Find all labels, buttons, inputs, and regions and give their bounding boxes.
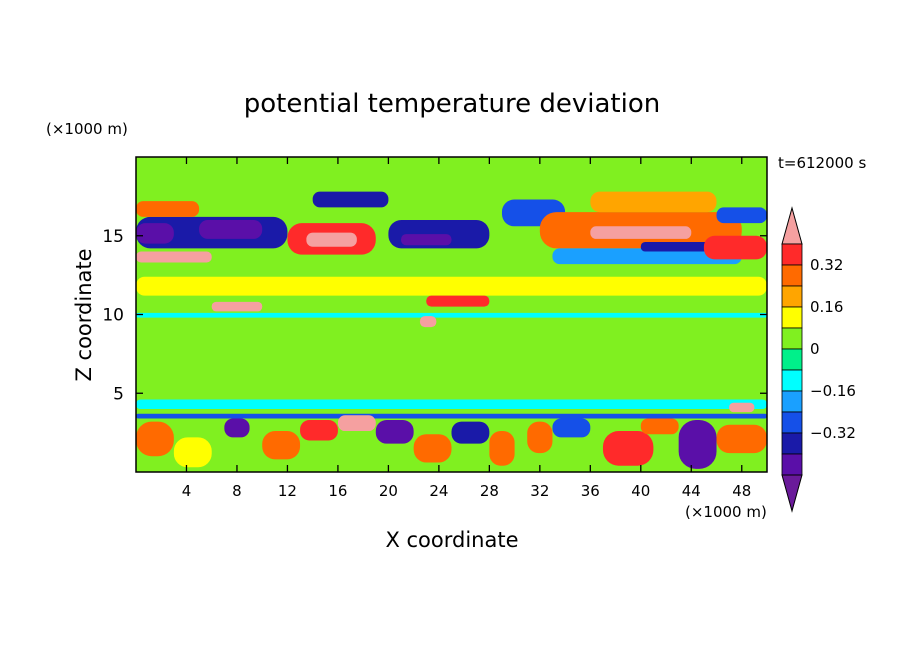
contour-region bbox=[161, 157, 364, 205]
contour-region bbox=[262, 431, 301, 460]
colorbar-label: 0.16 bbox=[810, 298, 843, 316]
contour-region bbox=[199, 220, 263, 239]
colorbar-segment bbox=[781, 327, 803, 350]
x-tick-label: 36 bbox=[581, 482, 600, 500]
contour-region bbox=[489, 431, 515, 466]
contour-region bbox=[136, 413, 767, 419]
contour-region bbox=[337, 415, 376, 432]
colorbar-segment bbox=[781, 432, 803, 455]
contour-region bbox=[464, 157, 767, 197]
y-tick-label: 15 bbox=[102, 227, 124, 247]
x-tick-label: 16 bbox=[328, 482, 347, 500]
x-tick-label: 20 bbox=[379, 482, 398, 500]
contour-region bbox=[716, 424, 767, 454]
x-tick-label: 8 bbox=[232, 482, 242, 500]
contour-region bbox=[527, 421, 553, 454]
contour-region bbox=[729, 402, 755, 413]
contour-region bbox=[426, 295, 490, 307]
contour-region bbox=[224, 418, 250, 438]
contour-region bbox=[136, 312, 767, 318]
colorbar-label: −0.32 bbox=[810, 424, 856, 442]
colorbar-segment bbox=[781, 306, 803, 329]
contour-region bbox=[136, 223, 174, 244]
contour-region bbox=[590, 226, 692, 239]
colorbar-segment bbox=[781, 390, 803, 413]
colorbar-top-triangle bbox=[781, 206, 803, 245]
contour-region bbox=[413, 434, 452, 463]
x-axis: 4 8 12 16 20 24 28 32 36 40 44 48 bbox=[182, 157, 751, 500]
y-tick-label: 10 bbox=[102, 306, 124, 326]
x-tick-label: 4 bbox=[182, 482, 192, 500]
colorbar-bottom-triangle bbox=[781, 474, 803, 513]
colorbar-label: −0.16 bbox=[810, 382, 856, 400]
contour-region bbox=[552, 248, 742, 265]
contour-region bbox=[401, 234, 452, 246]
colorbar-segment bbox=[781, 453, 803, 476]
x-tick-label: 28 bbox=[480, 482, 499, 500]
x-unit-label: (×1000 m) bbox=[685, 503, 767, 521]
contour-region bbox=[716, 207, 767, 224]
y-unit-label: (×1000 m) bbox=[46, 120, 128, 138]
contour-region bbox=[602, 431, 654, 466]
y-tick-label: 5 bbox=[113, 384, 124, 404]
colorbar-segment bbox=[781, 264, 803, 287]
colorbar-segment bbox=[781, 285, 803, 308]
contour-region bbox=[136, 251, 212, 263]
contour-region bbox=[640, 242, 717, 252]
y-axis: 5 10 15 bbox=[102, 227, 767, 404]
contour-region bbox=[306, 232, 357, 247]
x-tick-label: 24 bbox=[429, 482, 448, 500]
colorbar-label: 0.32 bbox=[810, 256, 843, 274]
contour-region bbox=[136, 276, 767, 296]
contour-region bbox=[678, 420, 717, 469]
contour-region bbox=[375, 420, 414, 444]
contour-region bbox=[312, 191, 389, 208]
y-axis-label: Z coordinate bbox=[72, 248, 96, 381]
contour-region bbox=[173, 437, 212, 468]
x-tick-label: 44 bbox=[682, 482, 701, 500]
time-label: t=612000 s bbox=[778, 154, 866, 172]
colorbar-label: 0 bbox=[810, 340, 820, 358]
contour-region bbox=[590, 191, 717, 213]
colorbar: 0.32 0.16 0 −0.16 −0.32 bbox=[781, 206, 856, 513]
contour-region bbox=[136, 421, 174, 457]
contour-region bbox=[552, 418, 591, 438]
colorbar-segment bbox=[781, 243, 803, 266]
contour-region bbox=[703, 235, 767, 260]
contour-region bbox=[136, 399, 767, 409]
contour-region bbox=[419, 316, 437, 328]
contour-region bbox=[300, 420, 338, 441]
contour-region bbox=[136, 201, 200, 217]
contour-region bbox=[451, 421, 490, 444]
contour-region bbox=[211, 301, 263, 312]
x-tick-label: 12 bbox=[278, 482, 297, 500]
colorbar-segment bbox=[781, 369, 803, 392]
contour-region bbox=[640, 418, 679, 435]
colorbar-segment bbox=[781, 348, 803, 371]
x-tick-label: 48 bbox=[732, 482, 751, 500]
x-tick-label: 40 bbox=[631, 482, 650, 500]
x-tick-label: 32 bbox=[530, 482, 549, 500]
plot-area bbox=[136, 157, 767, 472]
colorbar-segment bbox=[781, 411, 803, 434]
x-axis-label: X coordinate bbox=[385, 528, 518, 552]
chart-title: potential temperature deviation bbox=[244, 89, 660, 119]
